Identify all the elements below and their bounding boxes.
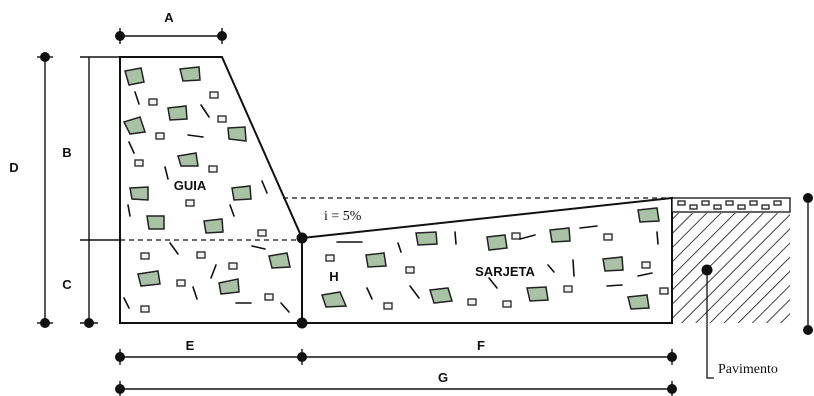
dimension-pavement-depth [803,193,813,335]
dimension-g [115,381,677,396]
label-a: A [164,10,174,25]
pavement-hatch [672,213,790,323]
label-g: G [438,370,448,385]
label-pavimento: Pavimento [718,362,778,377]
pavement-block [671,197,791,379]
label-f: F [477,338,485,353]
label-sarjeta: SARJETA [475,264,535,279]
dimension-d [37,52,53,328]
fiber-dashes [123,91,659,313]
section-outline [119,56,673,329]
pavement-aggregate [677,200,782,210]
dimension-a [115,28,227,44]
large-aggregate [122,66,660,310]
label-guia: GUIA [174,178,207,193]
dimension-bc [80,56,120,328]
corner-node [296,232,308,244]
label-e: E [186,338,195,353]
label-d: D [9,160,18,175]
label-slope: i = 5% [324,209,362,224]
small-aggregate [134,91,669,313]
pavement-leader-line [706,270,714,379]
label-h: H [329,269,338,284]
label-b: B [62,145,71,160]
dimension-ef [115,349,677,365]
guia-body [119,56,303,324]
bottom-node [296,317,308,329]
label-c: C [62,277,72,292]
